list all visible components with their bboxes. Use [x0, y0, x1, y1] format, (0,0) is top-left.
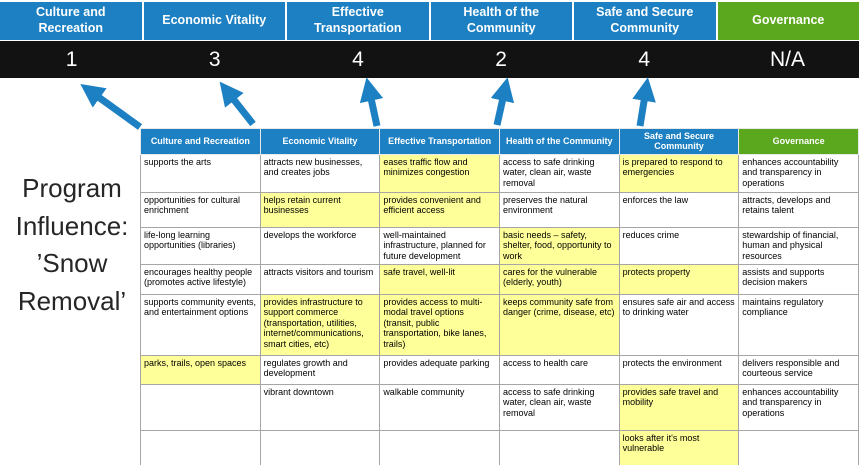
matrix-cell: attracts new businesses, and creates job…: [259, 153, 381, 193]
matrix-row: parks, trails, open spaces regulates grow…: [140, 354, 859, 385]
matrix-cell: enhances accountability and transparency…: [738, 153, 859, 193]
matrix-cell: life-long learning opportunities (librar…: [140, 226, 261, 265]
matrix-cell-empty: [140, 429, 261, 465]
title-line: Program: [22, 173, 122, 203]
matrix-cell: helps retain current businesses: [259, 191, 381, 228]
matrix-cell: parks, trails, open spaces: [140, 354, 261, 385]
matrix-cell-empty: [140, 383, 261, 431]
matrix-cell: access to safe drinking water, clean air…: [498, 153, 620, 193]
matrix-header-row: Culture and Recreation Economic Vitality E…: [140, 128, 859, 155]
title-line: Removal’: [17, 286, 127, 317]
matrix-cell-empty: [379, 429, 500, 465]
matrix-cell: safe travel, well-lit: [379, 263, 500, 295]
summary-score-economic-vitality: 3: [208, 47, 221, 71]
matrix-row: encourages healthy people (promotes acti…: [140, 263, 859, 295]
matrix-cell: encourages healthy people (promotes acti…: [140, 263, 261, 295]
summary-score-culture-and-recreation: 1: [65, 47, 78, 71]
up-arrow-safe: [632, 77, 656, 127]
matrix-cell: supports community events, and entertain…: [140, 293, 261, 356]
matrix-header-culture-and-recreation: Culture and Recreation: [140, 128, 261, 155]
matrix-cell: access to safe drinking water, clean air…: [498, 383, 620, 431]
summary-score-safe-and-secure-community: 4: [638, 47, 651, 71]
summary-score-health-of-the-community: 2: [495, 47, 507, 71]
matrix-cell: provides adequate parking: [379, 354, 500, 385]
summary-header-safe-and-secure-community: Safe and Secure Community: [574, 2, 716, 40]
summary-header-effective-transportation: Effective Transportation: [287, 2, 429, 40]
matrix-cell: enhances accountability and transparency…: [738, 383, 859, 431]
matrix-row: opportunities for cultural enrichment hel…: [140, 191, 859, 228]
summary-header-governance: Governance: [717, 2, 859, 40]
program-title: Program Influence: ’Snow Removal’: [0, 170, 144, 321]
matrix-cell: provides access to multi-modal travel op…: [379, 293, 500, 356]
matrix-cell: supports the arts: [140, 153, 261, 193]
influence-matrix: Culture and Recreation Economic Vitality E…: [140, 128, 859, 465]
matrix-cell: cares for the vulnerable (elderly, youth…: [498, 263, 620, 295]
matrix-cell: looks after it's most vulnerable: [618, 429, 740, 465]
summary-header-health-of-the-community: Health of the Community: [430, 2, 572, 40]
matrix-cell: access to health care: [498, 354, 620, 385]
matrix-cell: protects property: [618, 263, 740, 295]
summary-header-culture-and-recreation: Culture and Recreation: [0, 2, 142, 40]
matrix-cell-empty: [259, 429, 381, 465]
matrix-cell: reduces crime: [618, 226, 740, 265]
matrix-header-economic-vitality: Economic Vitality: [259, 128, 381, 155]
matrix-row: supports community events, and entertain…: [140, 293, 859, 356]
matrix-cell: eases traffic flow and minimizes congest…: [379, 153, 500, 193]
matrix-cell: well-maintained infrastructure, planned …: [379, 226, 500, 265]
matrix-row: vibrant downtown walkable community access…: [140, 383, 859, 431]
matrix-cell: opportunities for cultural enrichment: [140, 191, 261, 228]
summary-header-band: Culture and Recreation Economic Vitality E…: [0, 2, 859, 40]
matrix-cell: provides infrastructure to support comme…: [259, 293, 381, 356]
matrix-cell: walkable community: [379, 383, 500, 431]
matrix-header-effective-transportation: Effective Transportation: [379, 128, 500, 155]
matrix-cell: basic needs – safety, shelter, food, opp…: [498, 226, 620, 265]
matrix-row: supports the arts attracts new businesses…: [140, 153, 859, 193]
matrix-header-health-of-the-community: Health of the Community: [498, 128, 620, 155]
matrix-cell: is prepared to respond to emergencies: [618, 153, 740, 193]
summary-score-band: 1 3 4 2 4 N/A: [0, 41, 859, 78]
matrix-row: life-long learning opportunities (librar…: [140, 226, 859, 265]
matrix-cell: develops the workforce: [259, 226, 381, 265]
matrix-cell: protects the environment: [618, 354, 740, 385]
matrix-cell: preserves the natural environment: [498, 191, 620, 228]
up-arrow-health: [490, 77, 515, 126]
matrix-cell-empty: [498, 429, 620, 465]
arrows-layer: [80, 77, 656, 130]
summary-header-economic-vitality: Economic Vitality: [143, 2, 285, 40]
matrix-header-safe-and-secure-community: Safe and Secure Community: [618, 128, 740, 155]
up-arrow-culture: [80, 84, 143, 130]
up-arrow-economic: [219, 81, 256, 127]
matrix-header-governance: Governance: [738, 128, 859, 155]
matrix-cell: attracts visitors and tourism: [259, 263, 381, 295]
matrix-cell: enforces the law: [618, 191, 740, 228]
matrix-cell: maintains regulatory compliance: [738, 293, 859, 356]
title-line: ’Snow: [36, 248, 108, 279]
matrix-cell: delivers responsible and courteous servi…: [738, 354, 859, 385]
title-line: Influence:: [15, 210, 129, 241]
matrix-cell: regulates growth and development: [259, 354, 381, 385]
up-arrow-transportation: [359, 77, 384, 127]
matrix-cell: vibrant downtown: [259, 383, 381, 431]
matrix-row: looks after it's most vulnerable: [140, 429, 859, 465]
summary-score-governance: N/A: [769, 47, 805, 71]
matrix-cell: attracts, develops and retains talent: [738, 191, 859, 228]
matrix-cell: provides safe travel and mobility: [618, 383, 740, 431]
matrix-cell: stewardship of financial, human and phys…: [738, 226, 859, 265]
matrix-cell: ensures safe air and access to drinking …: [618, 293, 740, 356]
matrix-cell: provides convenient and efficient access: [379, 191, 500, 228]
summary-score-effective-transportation: 4: [352, 47, 364, 71]
matrix-cell-empty: [738, 429, 859, 465]
matrix-cell: keeps community safe from danger (crime,…: [498, 293, 620, 356]
matrix-cell: assists and supports decision makers: [738, 263, 859, 295]
